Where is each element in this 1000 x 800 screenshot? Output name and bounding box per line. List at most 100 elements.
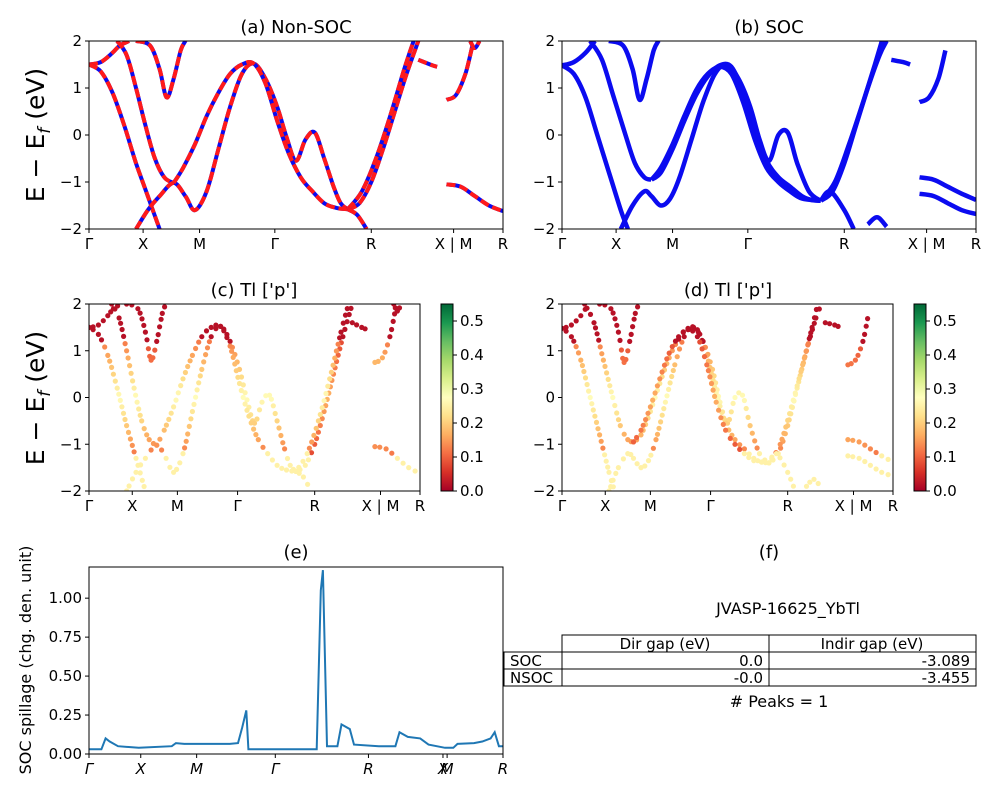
projection-point [845, 453, 851, 459]
projection-point [640, 422, 646, 428]
projection-point [120, 410, 127, 416]
projection-point [885, 472, 891, 478]
projection-point [612, 402, 618, 409]
projection-point [224, 334, 230, 341]
projection-point [759, 459, 765, 465]
y-tick-label: 2 [72, 295, 82, 313]
projection-point [813, 306, 820, 313]
projection-point [187, 358, 193, 364]
y-tick-label: 2 [72, 32, 82, 50]
projection-point [863, 323, 869, 329]
projection-point [230, 354, 236, 360]
y-tick-label: 0.75 [49, 628, 82, 646]
projection-point [272, 410, 278, 417]
projection-point [375, 358, 381, 364]
projection-point [805, 342, 811, 348]
colorbar-label: 0.2 [460, 414, 484, 432]
band-line-nsoc [115, 41, 175, 185]
projection-point [382, 349, 388, 355]
projection-point [302, 462, 308, 468]
projection-point [659, 412, 665, 418]
projection-point [203, 328, 210, 334]
projection-point [174, 466, 180, 472]
x-tick-label: X [138, 235, 148, 253]
projection-point [119, 326, 125, 333]
projection-point [732, 441, 738, 447]
projection-point [139, 316, 145, 322]
projection-point [182, 369, 188, 376]
x-tick-label: X | M [835, 497, 873, 515]
y-tick-label: 0.25 [49, 706, 82, 724]
projection-point [158, 316, 164, 322]
projection-point [835, 323, 841, 329]
projection-point [134, 399, 140, 405]
projection-point [155, 332, 161, 338]
projection-point [852, 357, 859, 363]
projection-point [815, 480, 821, 487]
projection-point [300, 458, 306, 464]
projection-point [95, 322, 101, 328]
x-tick-label: R [415, 497, 425, 515]
projection-point [674, 354, 680, 360]
projection-point [746, 454, 752, 461]
projection-point [109, 364, 115, 370]
projection-point [282, 446, 288, 452]
projection-point [586, 388, 592, 394]
panel-a-series [89, 41, 503, 229]
x-tick-label: R [782, 497, 792, 515]
projection-point [563, 328, 569, 334]
projection-point [161, 427, 167, 433]
projection-point [645, 458, 652, 464]
x-tick-label: Γ [271, 235, 280, 253]
projection-point [778, 445, 784, 451]
projection-point [236, 380, 243, 387]
projection-point [618, 347, 625, 353]
projection-point [317, 411, 323, 418]
projection-point [664, 393, 670, 399]
y-tick-label: 0 [545, 126, 555, 144]
projection-point [335, 352, 341, 358]
projection-point [266, 392, 273, 398]
projection-point [305, 457, 311, 463]
x-tick-label: R [363, 760, 373, 778]
projection-point [811, 315, 818, 321]
projection-point [206, 339, 212, 345]
projection-point [274, 418, 280, 424]
projection-point [387, 334, 393, 340]
projection-point [596, 337, 602, 343]
projection-point [177, 460, 183, 466]
projection-point [756, 451, 763, 457]
projection-point [276, 425, 282, 431]
projection-point [575, 350, 582, 356]
projection-point [144, 432, 150, 438]
projection-point [283, 467, 290, 473]
projection-point [287, 462, 293, 468]
projection-point [159, 310, 165, 316]
projection-point [136, 406, 142, 412]
x-tick-label: M [666, 235, 679, 253]
projection-point [873, 466, 879, 472]
projection-point [383, 446, 389, 452]
projection-point [747, 423, 753, 429]
projection-point [240, 394, 246, 400]
y-tick-label: −1 [60, 173, 82, 191]
x-tick-label: X | M [435, 235, 473, 253]
y-tick-label: −1 [60, 435, 82, 453]
projection-point [779, 436, 785, 442]
projection-point [189, 352, 195, 358]
projection-point [196, 339, 202, 345]
projection-point [845, 437, 851, 443]
projection-point [213, 322, 219, 328]
projection-point [308, 450, 315, 456]
projection-point [317, 422, 323, 429]
projection-point [578, 313, 584, 319]
projection-point [116, 391, 122, 397]
band-line-soc [649, 64, 822, 204]
projection-point [163, 422, 169, 428]
projection-point [788, 476, 794, 482]
projection-point [699, 346, 705, 352]
projection-point [152, 347, 158, 353]
projection-point [390, 318, 396, 324]
projection-point [749, 430, 755, 436]
projection-point [630, 324, 636, 330]
